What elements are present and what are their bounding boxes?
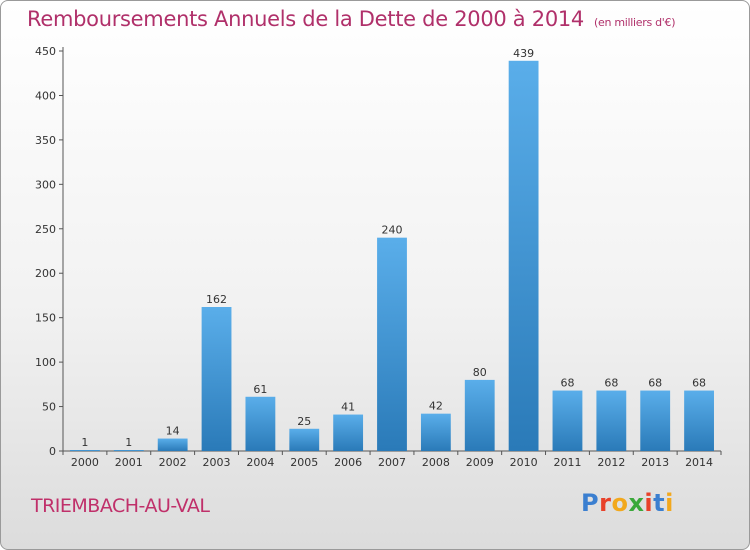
- bar-2005: [289, 428, 320, 451]
- bar-2012: [596, 390, 627, 451]
- y-tick-label: 150: [35, 312, 56, 325]
- x-tick-label-2010: 2010: [510, 456, 538, 469]
- chart-unit: (en milliers d'€): [594, 16, 676, 29]
- data-label-2000: 1: [81, 436, 88, 449]
- x-tick-label-2004: 2004: [246, 456, 274, 469]
- logo-letter: i: [665, 489, 674, 517]
- bar-2000: [70, 450, 100, 451]
- data-label-2013: 68: [648, 377, 662, 390]
- x-tick-label-2011: 2011: [553, 456, 581, 469]
- bar-2008: [420, 413, 451, 451]
- y-tick-label: 100: [35, 356, 56, 369]
- x-tick-label-2006: 2006: [334, 456, 362, 469]
- y-tick-label: 250: [35, 223, 56, 236]
- bar-2011: [552, 390, 583, 451]
- x-tick-label-2003: 2003: [203, 456, 231, 469]
- x-tick-label-2002: 2002: [159, 456, 187, 469]
- x-tick-label-2012: 2012: [597, 456, 625, 469]
- data-label-2008: 42: [429, 400, 443, 413]
- y-tick-label: 200: [35, 267, 56, 280]
- bar-2009: [464, 379, 495, 451]
- commune-name: TRIEMBACH-AU-VAL: [31, 495, 210, 517]
- y-tick-label: 400: [35, 89, 56, 102]
- logo-letter: r: [599, 489, 612, 517]
- logo-letter: o: [611, 489, 629, 517]
- bar-2002: [157, 438, 188, 451]
- x-tick-label-2013: 2013: [641, 456, 669, 469]
- x-tick-label-2009: 2009: [466, 456, 494, 469]
- logo-letter: P: [581, 489, 600, 517]
- data-label-2001: 1: [125, 436, 132, 449]
- data-label-2004: 61: [253, 383, 267, 396]
- proxiti-logo: Proxiti: [581, 489, 674, 517]
- y-tick-label: 450: [35, 45, 56, 58]
- data-label-2010: 439: [513, 47, 534, 60]
- chart-bars: 1 1 14 162 61 25 41 240 42 80 439 68 68 68 68: [70, 47, 714, 452]
- data-label-2011: 68: [560, 377, 574, 390]
- data-label-2007: 240: [382, 224, 403, 237]
- y-tick-label: 350: [35, 134, 56, 147]
- data-label-2012: 68: [604, 377, 618, 390]
- logo-letter: i: [644, 489, 654, 517]
- bar-2014: [684, 390, 714, 451]
- bar-2003: [201, 307, 232, 451]
- logo-letter: x: [628, 489, 645, 517]
- bar-2006: [333, 414, 364, 451]
- y-tick-label: 0: [49, 445, 56, 458]
- x-tick-label-2005: 2005: [290, 456, 318, 469]
- data-label-2006: 41: [341, 401, 355, 414]
- logo-letter: t: [653, 489, 666, 517]
- chart-title: Remboursements Annuels de la Dette de 20…: [27, 7, 675, 31]
- x-tick-label-2001: 2001: [115, 456, 143, 469]
- chart-axes: 0 50 100 150 200 250 300 350 400 450 2000 2001 2002 2…: [35, 45, 722, 469]
- x-tick-label-2007: 2007: [378, 456, 406, 469]
- chart-title-text: Remboursements Annuels de la Dette de 20…: [27, 7, 584, 31]
- data-label-2003: 162: [206, 293, 227, 306]
- bar-2001: [113, 450, 144, 451]
- bar-2007: [377, 237, 407, 451]
- bar-2004: [245, 396, 276, 451]
- data-label-2005: 25: [297, 415, 311, 428]
- x-tick-label-2014: 2014: [685, 456, 713, 469]
- y-tick-label: 50: [42, 401, 56, 414]
- bar-2013: [640, 390, 671, 451]
- x-tick-label-2008: 2008: [422, 456, 450, 469]
- y-tick-label: 300: [35, 178, 56, 191]
- bar-2010: [508, 60, 539, 452]
- data-label-2002: 14: [166, 425, 180, 438]
- data-label-2014: 68: [692, 377, 706, 390]
- x-tick-label-2000: 2000: [71, 456, 99, 469]
- data-label-2009: 80: [473, 366, 487, 379]
